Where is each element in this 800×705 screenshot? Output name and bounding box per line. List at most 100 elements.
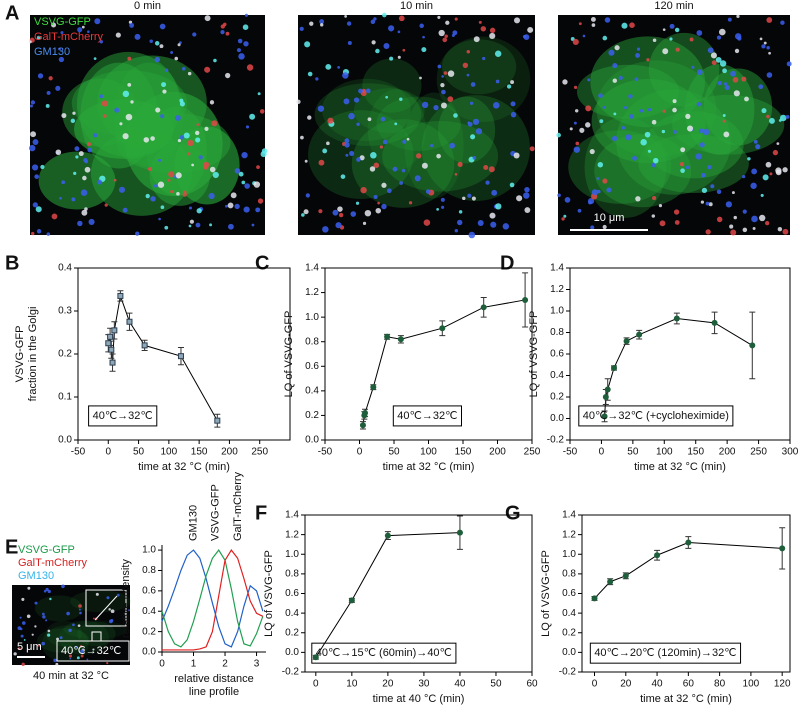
speckle [375, 48, 380, 54]
speckle [662, 28, 666, 32]
speckle [168, 171, 175, 178]
speckle [41, 612, 45, 616]
speckle [356, 122, 360, 126]
speckle [751, 215, 758, 223]
marker [312, 654, 319, 661]
speckle [445, 20, 450, 25]
speckle [58, 56, 65, 63]
speckle [462, 196, 466, 201]
speckle [55, 662, 59, 666]
panel-letter: C [255, 252, 269, 274]
speckle [582, 34, 586, 38]
speckle [26, 614, 31, 619]
speckle [780, 20, 785, 25]
speckle [78, 608, 81, 611]
speckle [513, 152, 520, 159]
speckle [696, 69, 703, 76]
speckle [495, 79, 500, 84]
speckle [209, 166, 216, 173]
x-tick-label: 0 [592, 679, 598, 690]
speckle [72, 111, 76, 115]
speckle [164, 225, 169, 230]
speckle [102, 114, 107, 118]
speckle [108, 608, 111, 611]
micrograph [298, 15, 535, 235]
speckle [77, 27, 83, 33]
speckle [719, 28, 726, 36]
speckle [470, 134, 476, 140]
marker [636, 331, 643, 338]
speckle [440, 102, 447, 109]
speckle [361, 88, 366, 94]
speckle [129, 22, 135, 28]
speckle [724, 85, 730, 91]
speckle [220, 29, 225, 35]
speckle [225, 204, 228, 208]
marker [607, 578, 614, 585]
cell-region [616, 89, 731, 195]
speckle [95, 592, 99, 596]
speckle [174, 115, 181, 121]
speckle [440, 82, 445, 88]
cell-region [314, 83, 422, 146]
x-tick-label: 40 [454, 679, 466, 690]
x-tick-label: 60 [526, 679, 538, 690]
speckle [509, 182, 515, 188]
speckle [730, 70, 736, 77]
speckle [742, 227, 748, 233]
speckle [369, 166, 376, 172]
speckle [662, 109, 666, 113]
speckle [41, 641, 46, 646]
y-tick-label: 0.3 [58, 306, 72, 317]
speckle [524, 186, 530, 193]
speckle [61, 113, 67, 119]
speckle [523, 192, 530, 199]
speckle [34, 625, 37, 628]
speckle [300, 135, 304, 140]
speckle [478, 20, 482, 24]
speckle [577, 208, 582, 213]
speckle [113, 178, 117, 182]
speckle [182, 192, 187, 197]
marker [107, 333, 114, 340]
speckle [87, 147, 93, 153]
speckle [705, 201, 710, 206]
speckle [299, 26, 304, 31]
speckle [317, 105, 325, 112]
marker [654, 552, 661, 559]
speckle [301, 213, 305, 217]
speckle [437, 15, 441, 19]
speckle [179, 135, 185, 140]
speckle [84, 159, 89, 164]
channel-label: GM130 [18, 570, 54, 582]
marker [384, 333, 391, 340]
y-tick-label: 0.0 [305, 435, 319, 446]
speckle [115, 32, 121, 38]
speckle [494, 50, 502, 57]
speckle [32, 202, 38, 208]
speckle [36, 229, 42, 234]
speckle [680, 147, 686, 153]
speckle [447, 70, 455, 77]
speckle [729, 224, 734, 229]
speckle [652, 196, 657, 201]
speckle [510, 111, 517, 118]
speckle [49, 597, 52, 601]
speckle [766, 46, 770, 50]
speckle [772, 149, 779, 156]
x-tick-label: 2 [222, 659, 228, 670]
speckle [572, 38, 579, 46]
speckle [243, 41, 249, 47]
speckle [587, 78, 591, 82]
speckle [189, 219, 195, 224]
annotation-box [88, 405, 158, 427]
x-tick-label: 20 [382, 679, 394, 690]
speckle [29, 144, 36, 152]
speckle [765, 161, 772, 168]
speckle [674, 220, 680, 225]
speckle [675, 47, 680, 52]
speckle [652, 157, 659, 164]
speckle [775, 169, 782, 176]
speckle [74, 146, 80, 152]
speckle [344, 138, 350, 144]
